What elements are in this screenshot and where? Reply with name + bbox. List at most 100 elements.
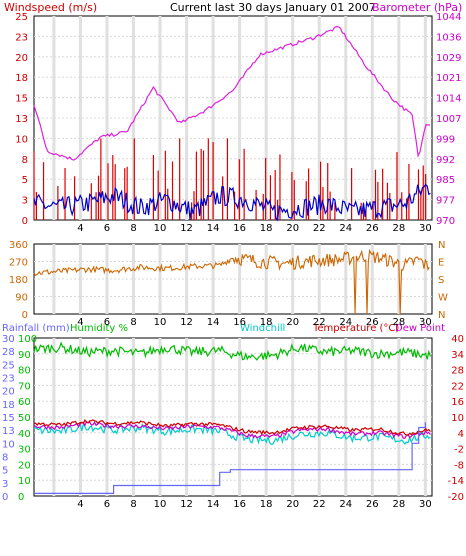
humidity-y-tick: 70 [18, 381, 31, 392]
direction-line [33, 248, 430, 315]
humidity-y-tick: 90 [18, 350, 31, 361]
compass-tick: E [438, 258, 444, 269]
baro-y-tick: 992 [436, 155, 455, 166]
temp-y-tick: 34 [451, 350, 464, 361]
temp-y-tick: 40 [451, 334, 464, 345]
direction-y-tick: 90 [15, 293, 28, 304]
dewpoint-header: Dew Point [395, 323, 445, 334]
climate-panel-x-tick: 12 [180, 499, 193, 510]
wind-y-tick: 13 [15, 114, 28, 125]
wind-y-tick: 25 [15, 12, 28, 23]
dewpoint-line [33, 420, 431, 439]
wind-y-tick: 20 [15, 53, 28, 64]
baro-y-tick: 1007 [436, 114, 461, 125]
rain-y-tick: 10 [2, 439, 15, 450]
windspeed-line [33, 183, 431, 222]
climate-panel-x-tick: 30 [419, 499, 432, 510]
baro-y-tick: 985 [436, 175, 455, 186]
direction-panel-x-tick: 14 [207, 317, 220, 328]
direction-panel-x-tick: 16 [233, 317, 246, 328]
direction-y-tick: 360 [9, 240, 28, 251]
climate-panel-x-tick: 24 [339, 499, 352, 510]
climate-panel-x-tick: 26 [366, 499, 379, 510]
humidity-y-tick: 10 [18, 476, 31, 487]
windchill-line [33, 422, 431, 446]
rain-y-tick: 3 [2, 479, 8, 490]
rainfall-header: Rainfall (mm) [2, 323, 70, 334]
wind-y-tick: 8 [22, 155, 28, 166]
wind-panel-x-tick: 6 [104, 223, 110, 234]
climate-panel-x-tick: 20 [286, 499, 299, 510]
wind-panel-x-tick: 24 [339, 223, 352, 234]
rain-y-tick: 20 [2, 387, 15, 398]
climate-panel-x-tick: 10 [154, 499, 167, 510]
humidity-line [33, 341, 431, 361]
direction-panel-x-tick: 18 [260, 317, 273, 328]
humidity-header: Humidity % [70, 323, 128, 334]
rain-y-tick: 15 [2, 413, 15, 424]
baro-y-tick: 1036 [436, 32, 461, 43]
temp-y-tick: -20 [448, 492, 464, 503]
wind-panel-x-tick: 8 [130, 223, 136, 234]
baro-y-tick: 977 [436, 196, 455, 207]
wind-panel-x-tick: 30 [419, 223, 432, 234]
humidity-y-tick: 100 [18, 334, 37, 345]
barometer-header: Barometer (hPa) [372, 1, 462, 14]
temp-y-tick: 10 [451, 413, 464, 424]
climate-panel-x-tick: 28 [392, 499, 405, 510]
direction-panel-x-tick: 26 [366, 317, 379, 328]
baro-y-tick: 1021 [436, 73, 461, 84]
chart-title: Current last 30 days January 01 2007 [170, 1, 376, 14]
climate-panel-x-tick: 16 [233, 499, 246, 510]
temp-y-tick: 16 [451, 397, 464, 408]
windspeed-header: Windspeed (m/s) [4, 1, 97, 14]
baro-y-tick: 1014 [436, 94, 461, 105]
climate-panel-x-tick: 8 [130, 499, 136, 510]
wind-panel-x-tick: 20 [286, 223, 299, 234]
temp-y-tick: -14 [448, 476, 464, 487]
humidity-y-tick: 30 [18, 445, 31, 456]
windchill-header: Windchill [240, 323, 285, 334]
rain-y-tick: 5 [2, 466, 8, 477]
direction-y-tick: 270 [9, 258, 28, 269]
wind-y-tick: 23 [15, 32, 28, 43]
direction-panel-x-tick: 12 [180, 317, 193, 328]
wind-y-tick: 15 [15, 94, 28, 105]
direction-panel-x-tick: 22 [313, 317, 326, 328]
direction-panel-x-tick: 20 [286, 317, 299, 328]
humidity-y-tick: 0 [18, 492, 24, 503]
direction-y-tick: 180 [9, 275, 28, 286]
direction-y-tick: 0 [22, 310, 28, 321]
humidity-y-tick: 80 [18, 366, 31, 377]
wind-panel-x-tick: 16 [233, 223, 246, 234]
compass-tick: N [438, 310, 445, 321]
rain-y-tick: 25 [2, 360, 15, 371]
humidity-y-tick: 20 [18, 460, 31, 471]
temp-y-tick: -2 [454, 445, 464, 456]
wind-panel-x-tick: 14 [207, 223, 220, 234]
direction-panel-x-tick: 8 [130, 317, 136, 328]
rain-y-tick: 0 [2, 492, 8, 503]
rainfall-line [34, 422, 426, 494]
wind-y-tick: 3 [22, 196, 28, 207]
wind-panel-x-tick: 12 [180, 223, 193, 234]
compass-tick: N [438, 240, 445, 251]
rain-y-tick: 13 [2, 426, 15, 437]
direction-panel-x-tick: 30 [419, 317, 432, 328]
wind-panel-x-tick: 18 [260, 223, 273, 234]
compass-tick: W [438, 293, 448, 304]
humidity-y-tick: 40 [18, 429, 31, 440]
barometer-line [33, 25, 431, 161]
rain-y-tick: 23 [2, 374, 15, 385]
temperature-line [33, 418, 431, 436]
direction-panel-x-tick: 28 [392, 317, 405, 328]
baro-y-tick: 999 [436, 134, 455, 145]
baro-y-tick: 970 [436, 216, 455, 227]
wind-y-tick: 0 [22, 216, 28, 227]
direction-panel-x-tick: 4 [77, 317, 83, 328]
humidity-y-tick: 50 [18, 413, 31, 424]
direction-panel-x-tick: 10 [154, 317, 167, 328]
temp-y-tick: -8 [454, 460, 464, 471]
humidity-y-tick: 60 [18, 397, 31, 408]
wind-y-tick: 18 [15, 73, 28, 84]
